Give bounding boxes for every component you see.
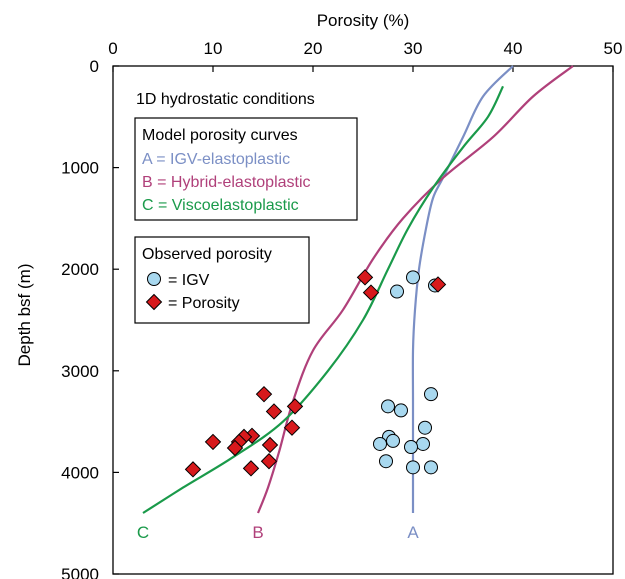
model-legend-entry-B: B = Hybrid-elastoplastic: [142, 174, 311, 191]
y-tick-label: 2000: [61, 260, 99, 279]
porosity-point: [242, 460, 260, 477]
igv-point: [424, 387, 438, 402]
model-legend-title: Model porosity curves: [142, 127, 298, 144]
curve-B: [256, 65, 574, 514]
curve-label-B: B: [252, 523, 263, 542]
axis-titles: Porosity (%) Depth bsf (m) 1D hydrostati…: [15, 11, 409, 366]
igv-point: [390, 284, 404, 299]
igv-point: [394, 403, 408, 418]
porosity-point: [356, 269, 374, 286]
curve-A: [411, 65, 514, 513]
porosity-point: [260, 453, 278, 470]
igv-point: [379, 454, 393, 469]
igv-point: [406, 270, 420, 285]
y-tick-label: 1000: [61, 159, 99, 178]
observed-legend-entry: = Porosity: [168, 295, 240, 312]
igv-point: [406, 460, 420, 475]
porosity-point: [429, 276, 447, 293]
y-axis-title: Depth bsf (m): [15, 264, 34, 367]
observed-legend-box: [134, 236, 310, 324]
igv-point: [416, 436, 430, 451]
igv-point: [424, 460, 438, 475]
annotation-text: 1D hydrostatic conditions: [136, 91, 315, 108]
x-tick-label: 0: [108, 39, 117, 58]
model-legend-box: [134, 117, 358, 221]
curve-label-C: C: [137, 523, 149, 542]
porosity-point: [226, 439, 244, 457]
igv-point: [404, 440, 418, 454]
igv-point: [386, 433, 400, 448]
observed-legend-title: Observed porosity: [142, 246, 272, 263]
porosity-point: [255, 385, 273, 403]
porosity-point: [184, 461, 202, 478]
porosity-point: [362, 284, 380, 301]
y-tick-label: 4000: [61, 463, 99, 482]
y-tick-label: 5000: [61, 565, 99, 579]
model-legend-entry-A: A = IGV-elastoplastic: [142, 151, 290, 168]
igv-point: [381, 399, 395, 414]
model-curves: A B C: [137, 65, 574, 542]
observed-points: [184, 269, 447, 478]
igv-point: [373, 436, 387, 451]
axes: 0 10 20 30 40 50 0 1000 2000 3000 4000 5000: [61, 39, 622, 579]
x-tick-label: 50: [604, 39, 623, 58]
legend-porosity-marker: [145, 293, 163, 311]
plot-frame: [112, 65, 614, 575]
y-tick-label: 0: [90, 57, 99, 76]
x-tick-label: 30: [404, 39, 423, 58]
y-tick-label: 3000: [61, 362, 99, 381]
porosity-point: [265, 403, 283, 420]
porosity-point: [261, 436, 279, 454]
curve-C: [142, 85, 504, 514]
observed-legend-entry: = IGV: [168, 272, 210, 289]
porosity-point: [204, 433, 222, 451]
igv-point: [418, 420, 432, 435]
x-axis-title: Porosity (%): [317, 11, 410, 30]
x-tick-label: 20: [304, 39, 323, 58]
model-legend-entry-C: C = Viscoelastoplastic: [142, 197, 299, 214]
curve-label-A: A: [407, 523, 419, 542]
x-tick-label: 10: [204, 39, 223, 58]
x-tick-label: 40: [504, 39, 523, 58]
porosity-point: [283, 419, 301, 436]
legend-igv-marker: [147, 272, 161, 286]
porosity-point: [286, 398, 304, 415]
legends: Model porosity curves A = IGV-elastoplast…: [134, 117, 358, 324]
